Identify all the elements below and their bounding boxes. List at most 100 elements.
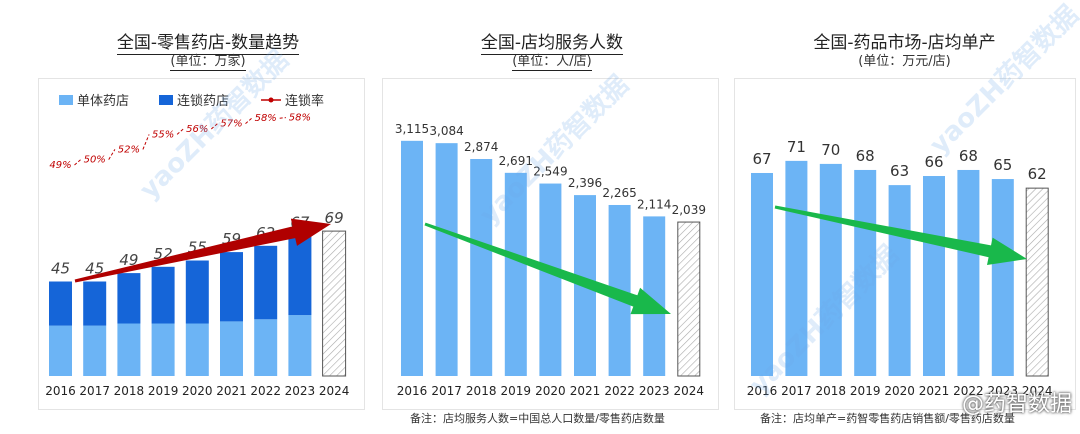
- x-tick-label: 2021: [570, 384, 601, 398]
- trend-arrow-down: [424, 222, 671, 315]
- data-label: 71: [787, 138, 806, 156]
- x-tick-label: 2016: [45, 384, 76, 398]
- x-tick-label: 2016: [397, 384, 428, 398]
- data-label: 2,114: [637, 197, 671, 211]
- total-label: 49: [119, 251, 138, 269]
- bar: [401, 140, 423, 376]
- bar: [819, 163, 842, 376]
- chart3-panel: 67 2016 71 2017 70 2018 68 2019 63 2020 66 2021 68 20…: [734, 78, 1076, 410]
- bar: [539, 183, 562, 376]
- bar-chain-store: [49, 281, 72, 326]
- data-label: 3,084: [429, 124, 463, 138]
- rate-line: [176, 128, 184, 135]
- x-tick-label: 2018: [466, 384, 497, 398]
- data-label: 66: [924, 153, 943, 171]
- x-tick-label: 2023: [285, 384, 316, 398]
- x-tick-label: 2017: [431, 384, 462, 398]
- chart1-unit: (单位：万家): [170, 54, 246, 71]
- x-tick-label: 2017: [781, 384, 812, 398]
- bar: [643, 216, 666, 376]
- rate-line: [108, 149, 116, 160]
- watermark-corner: @药智数据: [961, 392, 1072, 417]
- bar-chain-store: [220, 252, 243, 322]
- chart1-panel: 单体药店 连锁药店 连锁率 45 2016 49% 45 2017 50% 49 2018 52% 52…: [38, 78, 365, 410]
- rate-label: 52%: [118, 144, 140, 155]
- bar-single-store: [151, 323, 175, 376]
- legend-swatch: [159, 95, 173, 105]
- x-tick-label: 2016: [747, 384, 778, 398]
- data-label: 2,396: [568, 176, 602, 190]
- rate-line: [142, 134, 150, 150]
- data-label: 62: [1028, 165, 1047, 183]
- bar-chain-store: [185, 260, 209, 324]
- chart1-title: 全国-零售药店-数量趋势: [116, 33, 300, 55]
- x-tick-label: 2022: [604, 384, 635, 398]
- x-tick-label: 2020: [182, 384, 213, 398]
- bar-chain-store: [151, 266, 175, 324]
- data-label: 63: [890, 162, 909, 180]
- data-label: 68: [959, 147, 978, 165]
- chart3-note: 备注：店均单产=药智零售药店销售额/零售药店数量: [760, 412, 1015, 425]
- chart2-note: 备注：店均服务人数=中国总人口数量/零售药店数量: [410, 412, 665, 425]
- bar-single-store: [254, 319, 278, 376]
- x-tick-label: 2019: [850, 384, 881, 398]
- x-tick-label: 2022: [250, 384, 281, 398]
- chart3-svg: 67 2016 71 2017 70 2018 68 2019 63 2020 66 2021 68 20…: [747, 138, 1053, 398]
- x-tick-label: 2024: [1022, 384, 1053, 398]
- rate-label: 57%: [220, 119, 242, 130]
- bar: [785, 160, 808, 376]
- x-tick-label: 2017: [79, 384, 110, 398]
- bar-chain-store: [254, 245, 278, 320]
- bar-single-store: [83, 325, 107, 376]
- chart2-svg: 3,115 2016 3,084 2017 2,874 2018 2,691 2019 2,54…: [395, 122, 706, 398]
- x-tick-label: 2018: [114, 384, 145, 398]
- x-tick-label: 2023: [988, 384, 1019, 398]
- data-label: 2,874: [464, 140, 498, 154]
- bar-chain-store: [288, 235, 312, 316]
- bar: [923, 176, 945, 376]
- bar-single-store: [117, 323, 141, 376]
- x-tick-label: 2022: [953, 384, 984, 398]
- trend-arrow-up: [74, 218, 331, 283]
- rate-label: 50%: [84, 155, 106, 166]
- bar-single-store: [49, 325, 72, 376]
- forecast-bar: [1025, 187, 1049, 377]
- data-label: 70: [821, 141, 840, 159]
- data-label: 3,115: [395, 122, 429, 136]
- chart2-panel: 3,115 2016 3,084 2017 2,874 2018 2,691 2019 2,54…: [382, 78, 719, 410]
- data-label: 67: [752, 150, 771, 168]
- data-label: 2,549: [533, 165, 567, 179]
- chart3-unit: (单位：万元/店): [858, 54, 951, 69]
- data-label: 68: [856, 147, 875, 165]
- x-tick-label: 2024: [319, 384, 350, 398]
- legend-swatch: [59, 95, 73, 105]
- rate-line: [210, 123, 218, 130]
- legend-label: 连锁率: [285, 93, 324, 109]
- bar: [435, 143, 458, 376]
- bar-chain-store: [83, 281, 107, 326]
- rate-label: 58%: [289, 113, 311, 124]
- data-label: 2,039: [672, 203, 706, 217]
- x-tick-label: 2021: [216, 384, 247, 398]
- x-tick-label: 2020: [535, 384, 566, 398]
- bar-single-store: [288, 315, 312, 376]
- rate-line: [279, 117, 286, 119]
- x-tick-label: 2018: [816, 384, 847, 398]
- bar: [470, 159, 493, 376]
- data-label: 2,265: [602, 186, 636, 200]
- chart2-unit: (单位：人/店): [512, 54, 592, 71]
- forecast-bar: [677, 221, 701, 377]
- x-tick-label: 2024: [674, 384, 705, 398]
- x-tick-label: 2020: [884, 384, 915, 398]
- x-tick-label: 2021: [919, 384, 950, 398]
- bar: [854, 169, 877, 376]
- data-label: 2,691: [499, 154, 533, 168]
- rate-label: 55%: [152, 129, 174, 140]
- rate-label: 58%: [255, 113, 277, 124]
- total-label: 45: [51, 260, 70, 278]
- rate-line: [74, 159, 82, 166]
- bar: [751, 172, 773, 376]
- x-tick-label: 2019: [501, 384, 532, 398]
- bar: [957, 169, 980, 376]
- total-label: 69: [325, 209, 344, 227]
